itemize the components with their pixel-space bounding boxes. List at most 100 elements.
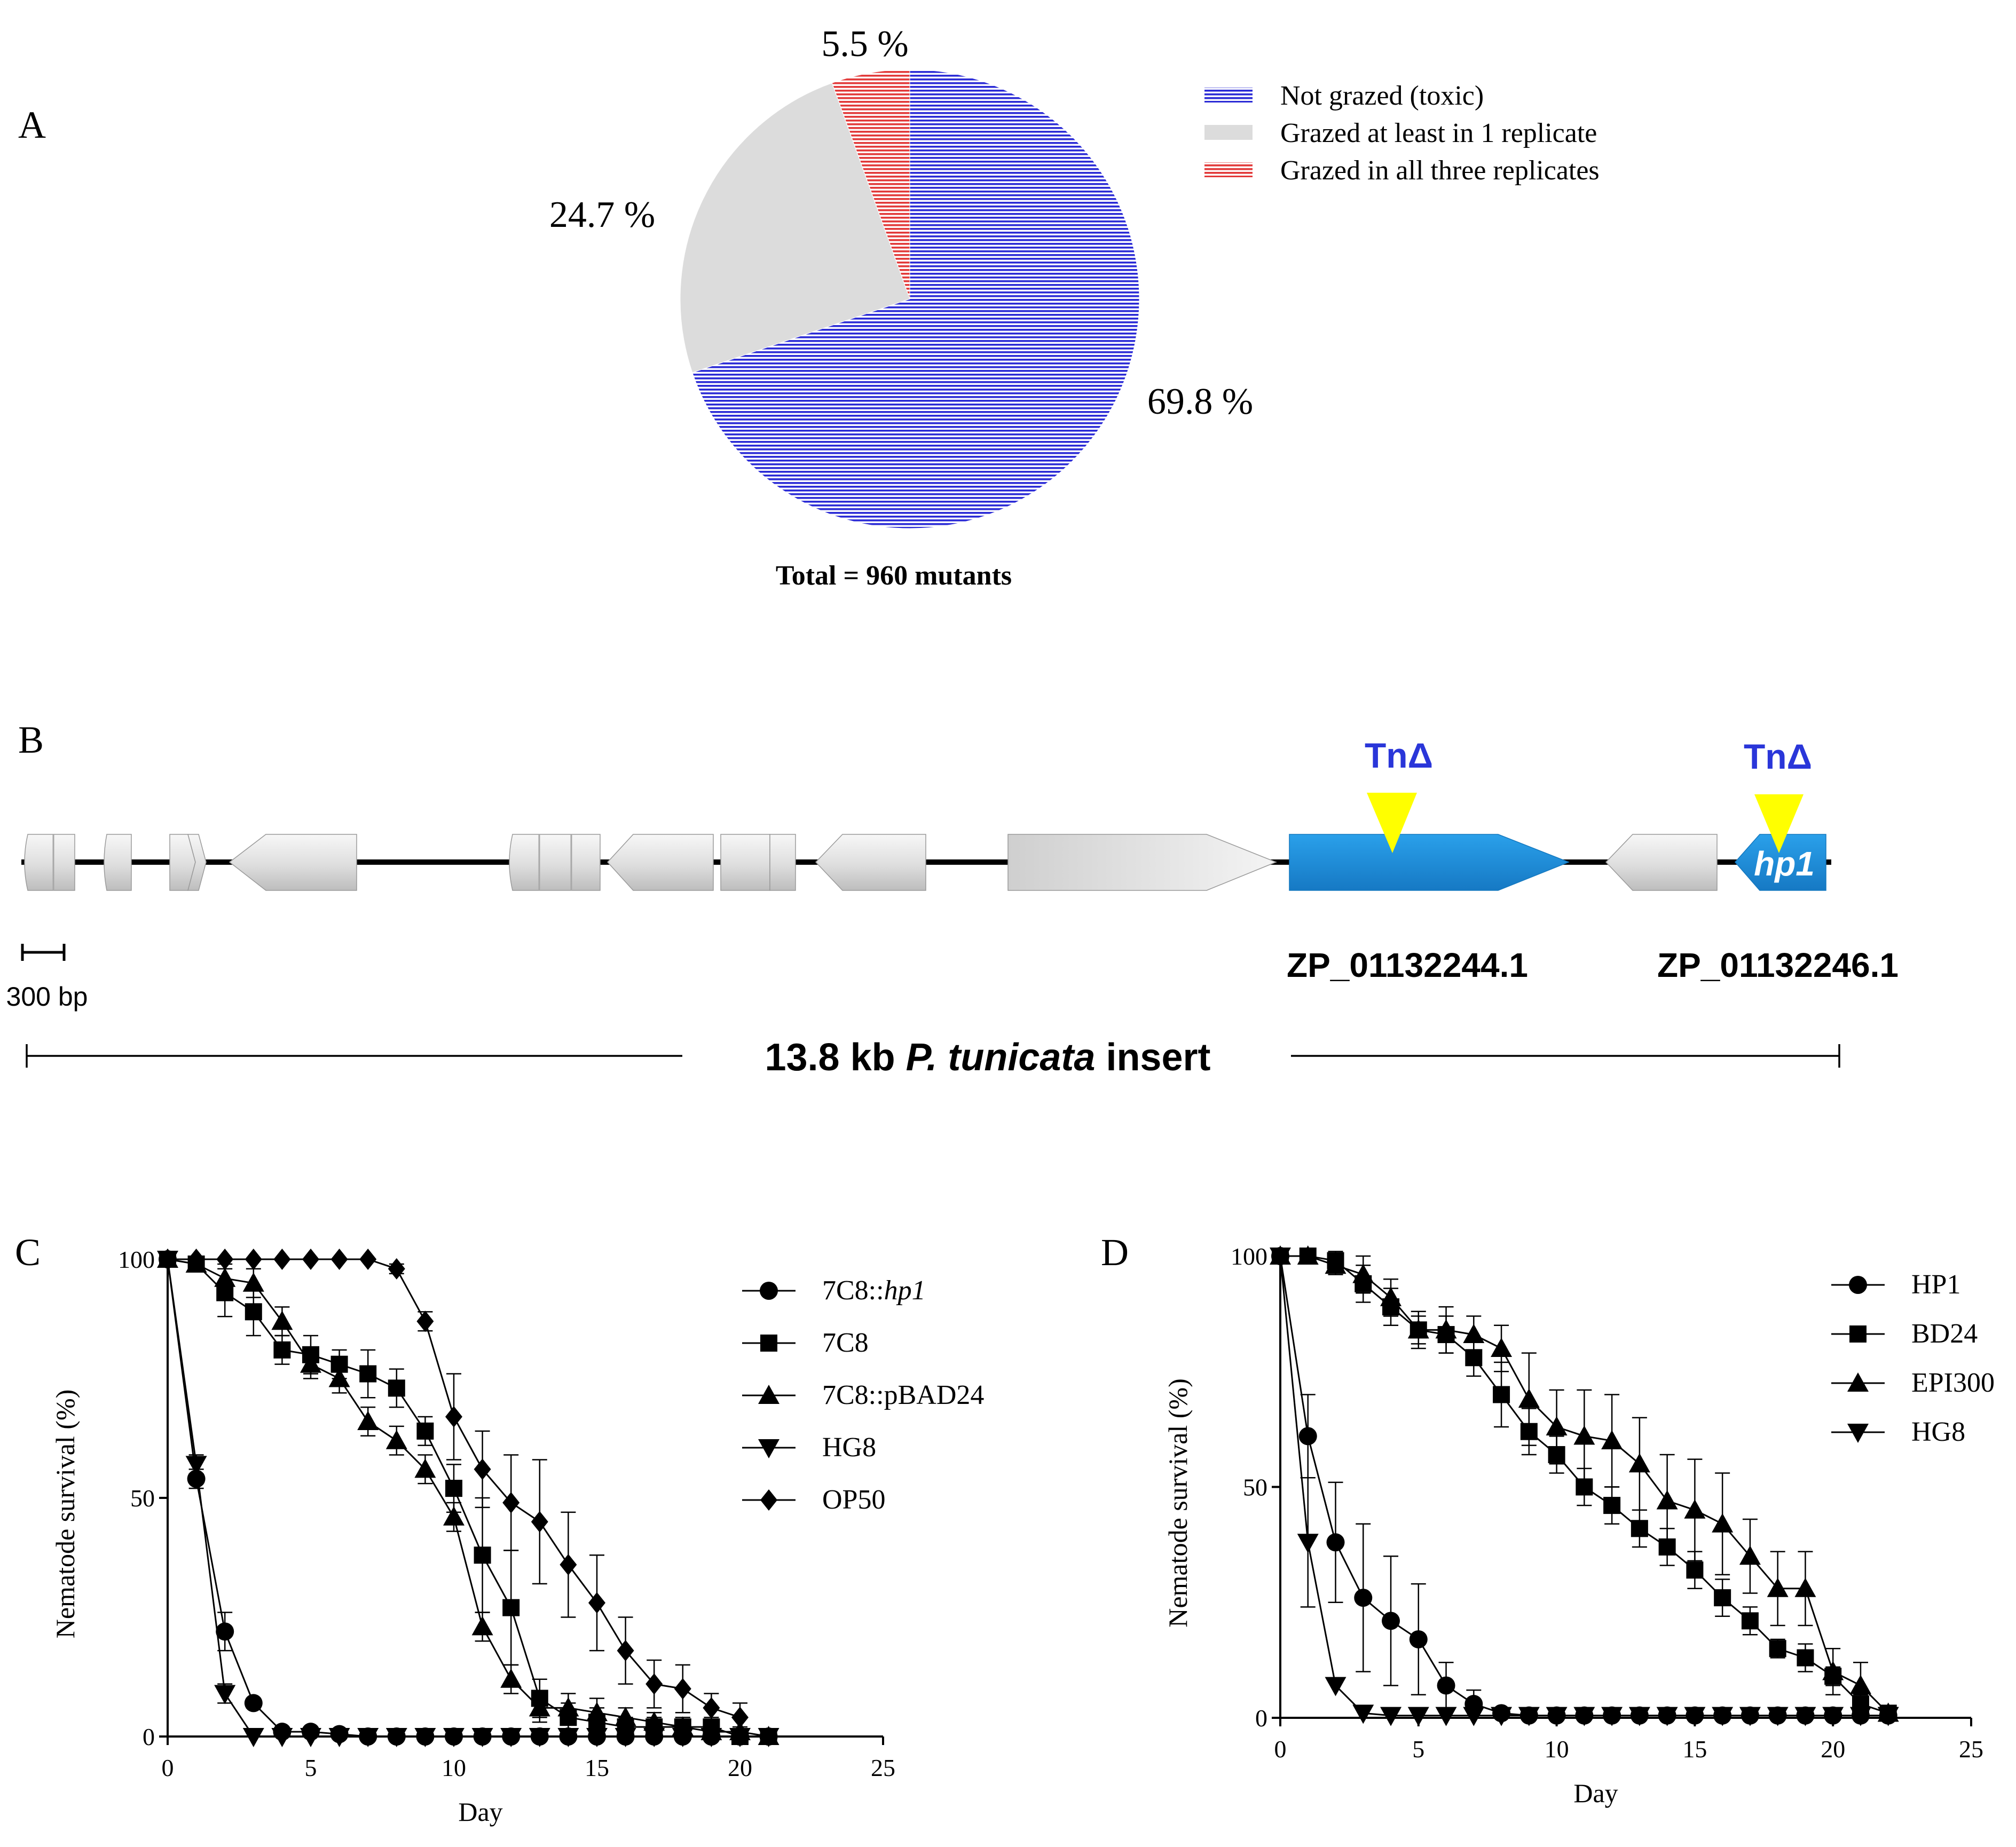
scale-bar-label: 300 bp (6, 982, 88, 1012)
tn-insertion-marker-2 (1754, 794, 1804, 853)
gene-orf-5 (229, 834, 357, 891)
d-series-hg8-3-point-10 (1546, 1707, 1568, 1726)
c-series-op50-4-point-14 (560, 1554, 577, 1576)
c-series-7c8-1-point-11 (474, 1546, 491, 1564)
c-legend-0-label: 7C8::hp1 (822, 1275, 926, 1306)
d-legend-0-marker (1849, 1276, 1867, 1294)
gene-orf-6 (509, 834, 601, 891)
gene-hp1-label: hp1 (1754, 844, 1815, 883)
c-series-7c8-pbad24-2-point-3 (242, 1272, 264, 1292)
insert-size-prefix: 13.8 kb (765, 1036, 905, 1079)
tn-insertion-marker-1 (1367, 793, 1417, 853)
c-legend-4-marker (760, 1489, 777, 1511)
panel-a-pie-chart: A 5.5 % 24.7 % 69.8 % Total = 960 mutant… (18, 23, 1600, 591)
c-series-hg8-3-point-18 (672, 1728, 694, 1747)
c-series-op50-4-point-3 (245, 1249, 262, 1270)
c-series-7c8-1 (159, 1251, 777, 1745)
gene-orf-8 (720, 834, 770, 891)
d-series-epi300-2-point-6 (1435, 1319, 1457, 1339)
c-series-7c8-pbad24-2-point-11 (471, 1616, 493, 1636)
c-series-hg8-3-point-15 (586, 1728, 608, 1747)
d-legend-2-label: EPI300 (1911, 1368, 1995, 1398)
d-series-epi300-2-point-11 (1573, 1425, 1595, 1445)
d-series-epi300-2-point-15 (1684, 1499, 1706, 1519)
d-x-tick-label-25: 25 (1959, 1735, 1983, 1763)
c-x-tick-label-20: 20 (728, 1754, 752, 1781)
c-series-hg8-3-point-7 (357, 1728, 379, 1747)
chart-c: 0 5 10 15 20 25 0 50 100 Day Nematode survival (%)… (50, 1246, 984, 1827)
c-series-hg8-3-point-17 (643, 1728, 665, 1747)
legend-label-grazed-in-all-three-replicates: Grazed in all three replicates (1280, 155, 1600, 186)
c-series-7c8-1-point-9 (416, 1422, 434, 1440)
d-series-hg8-3-point-0 (1270, 1248, 1291, 1267)
c-legend-2-marker (758, 1385, 779, 1404)
d-series-epi300-2 (1270, 1245, 1899, 1722)
d-y-axis-title: Nematode survival (%) (1163, 1378, 1193, 1628)
pie-legend: Not grazed (toxic) Grazed at least in 1 r… (1204, 81, 1600, 186)
gene-orf-12 (1605, 834, 1718, 891)
d-series-hg8-3 (1270, 1248, 1899, 1726)
pie-chart (680, 69, 1140, 529)
c-series-hg8-3-point-6 (328, 1728, 350, 1747)
c-x-tick-label-10: 10 (442, 1754, 466, 1781)
c-series-7c8-pbad24-2-point-7 (357, 1410, 379, 1430)
c-series-hg8-3-point-2 (214, 1685, 236, 1704)
c-series-7c8-pbad24-2-point-8 (385, 1430, 407, 1449)
d-series-epi300-2-point-19 (1794, 1577, 1816, 1597)
c-series-op50-4-point-18 (674, 1678, 691, 1700)
c-series-7c8-1-point-12 (502, 1599, 520, 1616)
d-series-epi300-2-point-5 (1407, 1319, 1429, 1339)
c-series-hg8-3-point-1 (185, 1456, 207, 1475)
d-series-hp1-0-point-5 (1409, 1630, 1428, 1648)
c-x-tick-label-25: 25 (871, 1754, 895, 1781)
c-series-7c8-pbad24-2-point-14 (557, 1697, 579, 1717)
d-series-hg8-3-point-17 (1739, 1707, 1761, 1726)
panel-b-letter: B (18, 719, 44, 761)
c-series-7c8-pbad24-2-point-4 (271, 1311, 293, 1330)
d-series-epi300-2-point-7 (1463, 1324, 1485, 1344)
c-series-op50-4 (159, 1249, 749, 1733)
c-series-op50-4-point-10 (445, 1406, 462, 1428)
d-series-bd24-1-point-13 (1631, 1520, 1648, 1537)
c-series-7c8-pbad24-2-point-10 (443, 1506, 464, 1526)
panel-a-letter: A (18, 104, 46, 146)
gene-accession-zp-01132244: ZP_01132244.1 (1287, 946, 1528, 984)
d-legend-1-label: BD24 (1911, 1319, 1978, 1349)
d-series-hg8-3-point-8 (1491, 1707, 1513, 1726)
c-series-7c8-pbad24-2 (157, 1249, 779, 1745)
d-series-epi300-2-point-21 (1849, 1675, 1871, 1694)
c-y-tick-label-100: 100 (118, 1246, 155, 1273)
c-x-axis-title: Day (458, 1797, 502, 1827)
d-series-hg8-3-point-4 (1380, 1707, 1402, 1726)
c-series-op50-4-point-13 (531, 1511, 548, 1533)
d-x-tick-label-20: 20 (1821, 1735, 1845, 1763)
c-series-7c8-1-point-4 (273, 1341, 291, 1359)
gene-orf-9 (769, 834, 796, 891)
d-series-epi300-2-point-3 (1352, 1264, 1374, 1283)
d-series-hg8-3-point-6 (1435, 1707, 1457, 1726)
c-series-7c8-pbad24-2-line (167, 1258, 769, 1738)
gene-hp1 (1735, 834, 1826, 891)
pie-slice-grazed-at-least-in-1-replicate (680, 82, 910, 373)
c-series-op50-4-point-6 (330, 1249, 348, 1270)
gene-orf-11 (1007, 834, 1278, 891)
c-series-7c8-1-point-3 (245, 1303, 262, 1321)
c-series-hg8-3-point-12 (500, 1728, 522, 1747)
c-series-op50-4-point-17 (645, 1673, 663, 1695)
c-series-op50-4-point-16 (617, 1640, 634, 1662)
c-series-op50-4-point-5 (302, 1249, 319, 1270)
gene-orf-1 (24, 834, 75, 891)
c-series-op50-4-point-15 (588, 1592, 605, 1614)
c-series-7c8-1-point-10 (445, 1480, 462, 1497)
d-series-hg8-3-point-2 (1325, 1677, 1346, 1696)
slice-label-grazed-all: 5.5 % (821, 23, 908, 65)
c-legend-0-marker (760, 1282, 778, 1300)
c-series-7c8-pbad24-2-point-17 (643, 1711, 665, 1731)
gene-cluster-gray (24, 834, 1718, 891)
d-y-tick-label-50: 50 (1243, 1474, 1267, 1501)
legend-swatch-grazed-at-least-in-1-replicate (1204, 125, 1253, 140)
gene-zp-01132244 (1289, 834, 1570, 891)
panel-d-letter: D (1101, 1231, 1129, 1274)
d-series-epi300-2-point-12 (1601, 1430, 1623, 1449)
